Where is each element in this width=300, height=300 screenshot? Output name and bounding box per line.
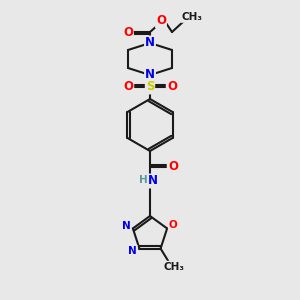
Text: O: O [168,160,178,173]
Text: CH₃: CH₃ [182,12,203,22]
Text: O: O [156,14,166,28]
Text: O: O [169,220,178,230]
Text: S: S [146,80,154,94]
Text: N: N [122,221,130,231]
Text: O: O [123,80,133,94]
Text: N: N [145,37,155,50]
Text: O: O [167,80,177,94]
Text: N: N [145,68,155,82]
Text: O: O [123,26,133,38]
Text: N: N [128,246,137,256]
Text: CH₃: CH₃ [163,262,184,272]
Text: N: N [148,175,158,188]
Text: H: H [139,175,147,185]
